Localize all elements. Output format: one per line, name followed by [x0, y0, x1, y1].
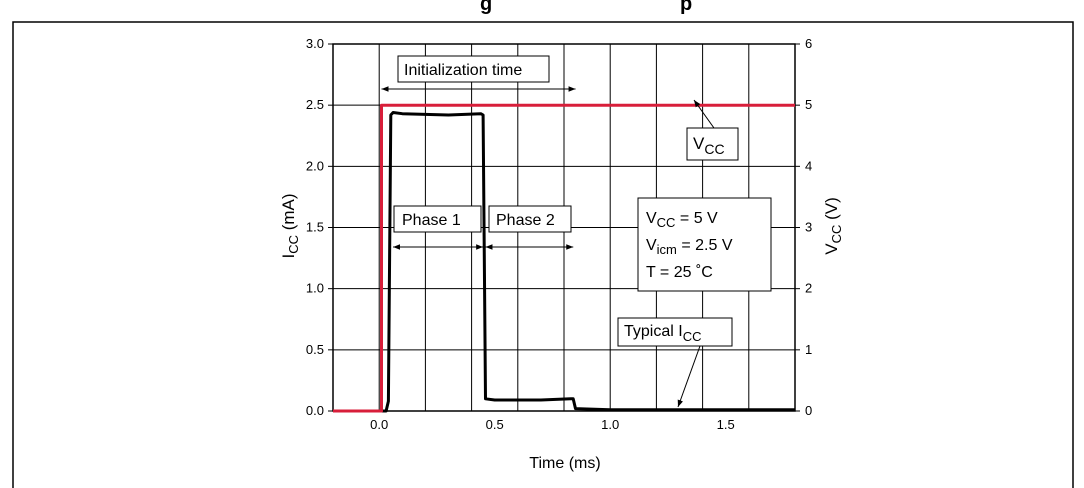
conditions-box: [637, 197, 772, 292]
y-right-label-rest: (V): [822, 197, 841, 224]
y-left-tick-label: 1.5: [306, 220, 324, 235]
y-right-tick-label: 1: [805, 342, 812, 357]
vcc-label: VCC: [693, 134, 725, 157]
y-right-tick-label: 0: [805, 403, 812, 418]
y-left-tick-label: 1.0: [306, 281, 324, 296]
vcc-series-line: [333, 103, 795, 413]
x-tick-label: 1.0: [601, 417, 619, 432]
vcc-label-sub: CC: [704, 141, 724, 157]
y-left-tick-label: 3.0: [306, 36, 324, 51]
init-label: Initialization time: [404, 62, 522, 79]
y-right-tick-label: 5: [805, 97, 812, 112]
x-tick-label: 0.0: [370, 417, 388, 432]
condition-2-main: V: [646, 237, 657, 254]
svg-text:VCC (V): VCC (V): [822, 197, 844, 255]
typical-label-main: Typical I: [624, 323, 683, 340]
y-axis-left-label: ICC (mA): [279, 193, 301, 258]
y-left-label-main: I: [279, 254, 298, 259]
vcc-label-box: [686, 127, 739, 161]
phase1-label: Phase 1: [402, 212, 461, 229]
annotations: [381, 86, 715, 408]
y-left-label-rest: (mA): [279, 193, 298, 235]
title-fragment-2: p: [680, 0, 692, 15]
init-label-box: [397, 55, 550, 83]
condition-3-main: T = 25 ˚C: [646, 264, 713, 281]
x-tick-label: 0.5: [486, 417, 504, 432]
y-left-tick-label: 2.0: [306, 158, 324, 173]
y-right-tick-label: 3: [805, 220, 812, 235]
condition-1-main: V: [646, 210, 657, 227]
y-right-label-sub: CC: [829, 225, 844, 244]
y-right-tick-label: 4: [805, 158, 812, 173]
svg-text:ICC (mA): ICC (mA): [279, 193, 301, 258]
typical-label-sub: CC: [683, 329, 702, 344]
icc-series-line: [333, 111, 795, 413]
condition-2-rest: = 2.5 V: [677, 237, 733, 254]
y-left-tick-label: 0.0: [306, 403, 324, 418]
y-right-label-main: V: [822, 243, 841, 255]
vcc-label-main: V: [693, 134, 705, 153]
y-right-tick-label: 2: [805, 281, 812, 296]
phase2-label-box: [488, 205, 572, 233]
figure-frame: [12, 21, 1074, 488]
series: [333, 103, 795, 413]
condition-3: T = 25 ˚C: [646, 264, 713, 281]
title-fragment: g: [480, 0, 492, 15]
typical-label-box: [617, 317, 733, 347]
ticks: 0.0 0.5 1.0 1.5 0.0 0.5 1.0 1.5 2.0 2.5 3.0 0 1 2 3 4 5 6: [306, 36, 812, 432]
typical-label: Typical ICC: [624, 323, 701, 344]
y-axis-right-label: VCC (V): [822, 197, 844, 255]
phase1-label-box: [393, 205, 482, 233]
y-left-label-sub: CC: [286, 235, 301, 254]
condition-2-sub: icm: [657, 242, 677, 257]
y-right-tick-label: 6: [805, 36, 812, 51]
vcc-pointer-arrow: [693, 99, 715, 129]
typical-pointer-arrow: [677, 345, 701, 408]
condition-1-sub: CC: [657, 215, 676, 230]
condition-2: Vicm = 2.5 V: [646, 237, 733, 257]
y-left-tick-label: 2.5: [306, 97, 324, 112]
phase2-label: Phase 2: [496, 212, 555, 229]
y-left-tick-label: 0.5: [306, 342, 324, 357]
x-tick-label: 1.5: [717, 417, 735, 432]
condition-1: VCC = 5 V: [646, 210, 718, 230]
condition-1-rest: = 5 V: [675, 210, 718, 227]
x-axis-label: Time (ms): [529, 455, 600, 472]
